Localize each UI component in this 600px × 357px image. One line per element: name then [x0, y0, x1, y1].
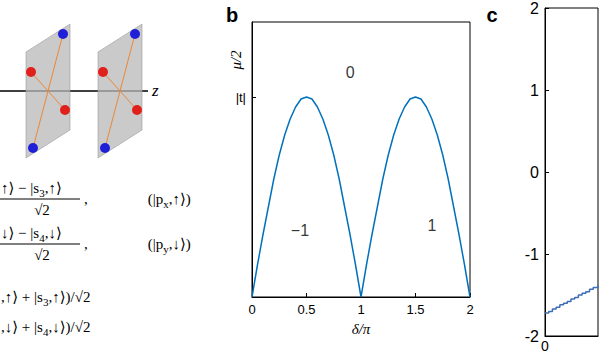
svg-text:↑⟩ − |s3,↑⟩: ↑⟩ − |s3,↑⟩ [1, 180, 62, 199]
svg-text:0: 0 [541, 338, 549, 354]
svg-text:, (|py,↓⟩): , (|py,↓⟩) [84, 236, 191, 255]
svg-text:2: 2 [530, 0, 539, 17]
svg-text:-1: -1 [525, 246, 539, 263]
svg-text:0.5: 0.5 [297, 302, 315, 317]
svg-text:√2: √2 [34, 247, 50, 263]
svg-text:√2: √2 [34, 202, 50, 218]
svg-text:δ/π: δ/π [352, 321, 371, 337]
svg-text:2: 2 [466, 302, 473, 317]
svg-text:, (|px,↑⟩): , (|px,↑⟩) [84, 191, 191, 210]
svg-text:|t|: |t| [236, 90, 246, 105]
svg-text:↓⟩ − |s4,↓⟩: ↓⟩ − |s4,↓⟩ [1, 225, 62, 244]
svg-text:z: z [151, 81, 159, 100]
svg-text:μ/2: μ/2 [228, 50, 244, 71]
svg-text:,↓⟩ + |s4,↓⟩)/√2: ,↓⟩ + |s4,↓⟩)/√2 [1, 319, 90, 338]
svg-text:1: 1 [427, 217, 436, 234]
svg-text:1: 1 [357, 302, 364, 317]
svg-text:1.5: 1.5 [406, 302, 424, 317]
svg-text:−1: −1 [291, 222, 309, 239]
svg-text:1: 1 [530, 82, 539, 99]
svg-text:c: c [486, 4, 497, 26]
svg-text:b: b [226, 4, 238, 26]
svg-text:-2: -2 [525, 328, 539, 345]
svg-text:0: 0 [530, 164, 539, 181]
svg-text:0: 0 [248, 302, 255, 317]
svg-text:0: 0 [346, 64, 355, 81]
svg-text:,↑⟩ + |s3,↑⟩)/√2: ,↑⟩ + |s3,↑⟩)/√2 [1, 289, 90, 308]
